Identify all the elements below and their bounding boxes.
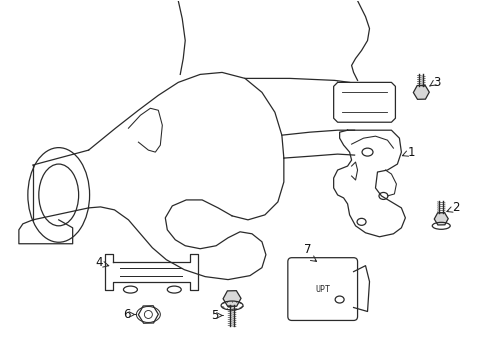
Text: 4: 4	[95, 256, 102, 269]
Text: 3: 3	[433, 76, 441, 89]
Text: 6: 6	[123, 308, 130, 321]
Text: 7: 7	[304, 243, 312, 256]
Text: 5: 5	[211, 309, 218, 322]
Text: UPT: UPT	[315, 285, 330, 294]
Text: 1: 1	[407, 145, 415, 159]
Text: 2: 2	[452, 201, 460, 215]
